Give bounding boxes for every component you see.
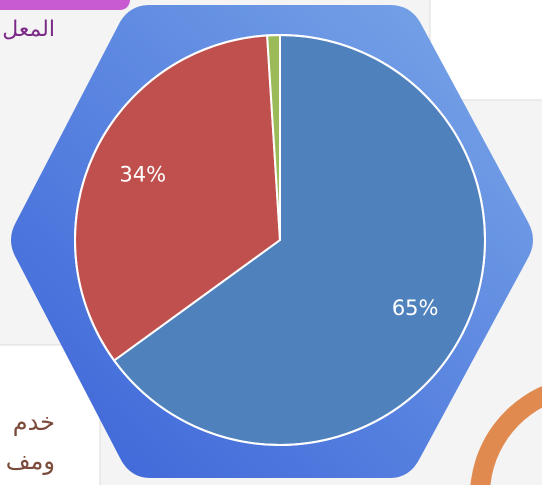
side-card (429, 0, 542, 101)
pie-outline (74, 34, 486, 446)
cropped-text: المعل (2, 17, 55, 42)
header-tab (0, 0, 130, 10)
text-card (0, 344, 101, 485)
cropped-text: خدم (13, 408, 55, 436)
cropped-text: ومف (6, 447, 55, 475)
pie: 65% 34% (74, 33, 486, 446)
side-ring (470, 386, 542, 485)
slice-label: 34% (119, 162, 166, 186)
slice-label: 65% (392, 296, 439, 320)
